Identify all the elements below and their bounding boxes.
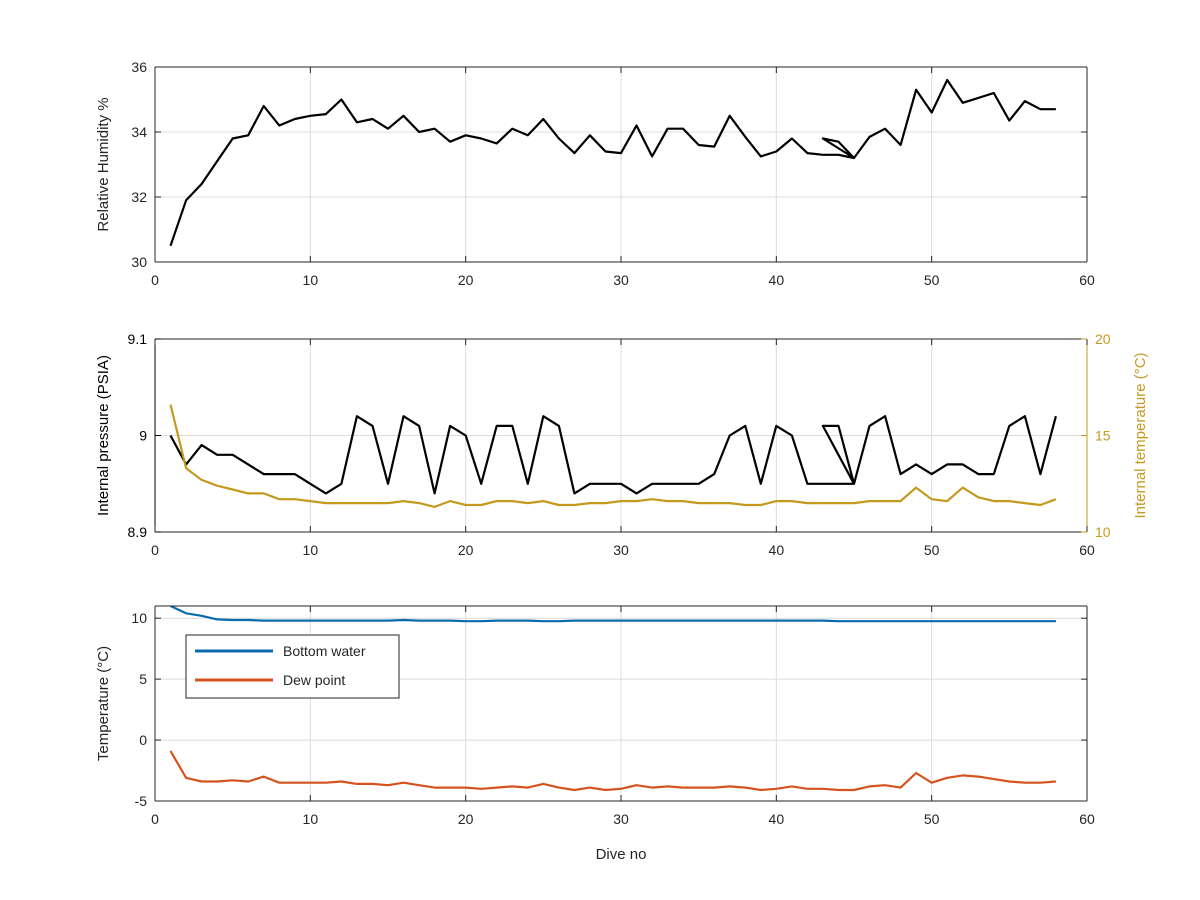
series-line-1 [169,415,1057,495]
x-tick-label: 20 [458,272,474,288]
y-axis-label: Temperature (°C) [95,646,112,761]
x-tick-label: 20 [458,542,474,558]
series-line-2 [169,404,1057,508]
y-tick-label: 8.9 [128,524,148,540]
x-tick-label: 40 [769,542,785,558]
panel-2: 0 10 20 30 40 50 60 8.9 9 9.1 10 15 20 Internal tempe… [95,331,1149,558]
y-tick-label-right: 10 [1095,524,1111,540]
x-tick-label: 40 [769,272,785,288]
x-tick-label: 0 [151,272,159,288]
series-group [169,606,1056,792]
y-tick-label: 30 [131,254,147,270]
x-tick-label: 0 [151,542,159,558]
y-tick-label: 32 [131,189,147,205]
y-axis-label: Internal pressure (PSIA) [95,355,112,516]
x-tick-label: 10 [303,811,319,827]
x-tick-label: 40 [769,811,785,827]
x-tick-label: 60 [1079,811,1095,827]
x-tick-label: 10 [303,542,319,558]
x-tick-label: 60 [1079,272,1095,288]
y-tick-label-right: 15 [1095,428,1111,444]
y-tick-label: 0 [139,732,147,748]
x-tick-label: 20 [458,811,474,827]
series-group [169,78,1056,247]
series-bottom-water [170,606,1056,623]
x-tick-label: 10 [303,272,319,288]
x-axis-label: Dive no [596,846,647,863]
y-tick-label: 9.1 [128,331,148,347]
legend-label-dew-point: Dew point [283,672,345,688]
x-tick-label: 0 [151,811,159,827]
y-tick-label: -5 [135,793,148,809]
x-tick-label: 50 [924,272,940,288]
x-tick-label: 30 [613,272,629,288]
y-tick-label: 36 [131,59,147,75]
legend-box [185,634,400,699]
series-line-1 [169,78,1056,247]
legend: Bottom water Dew point [185,634,400,699]
y-tick-label: 34 [131,124,147,140]
y-tick-label: 9 [139,428,147,444]
series-dew-point [169,750,1056,792]
y-tick-label-right: 20 [1095,331,1111,347]
x-tick-label: 50 [924,811,940,827]
x-tick-label: 30 [613,811,629,827]
y-axis-label: Relative Humidity % [95,97,112,231]
y-tick-label: 10 [131,610,147,626]
legend-label-bottom-water: Bottom water [283,643,366,659]
x-tick-label: 30 [613,542,629,558]
panel-1: 0 10 20 30 40 50 60 30 32 34 36 Relative Humidity % [95,59,1095,288]
x-tick-label: 60 [1079,542,1095,558]
y-axis-label-right: Internal temperature (°C) [1132,352,1149,518]
x-tick-label: 50 [924,542,940,558]
series-group [169,404,1057,508]
y-tick-label: 5 [139,671,147,687]
